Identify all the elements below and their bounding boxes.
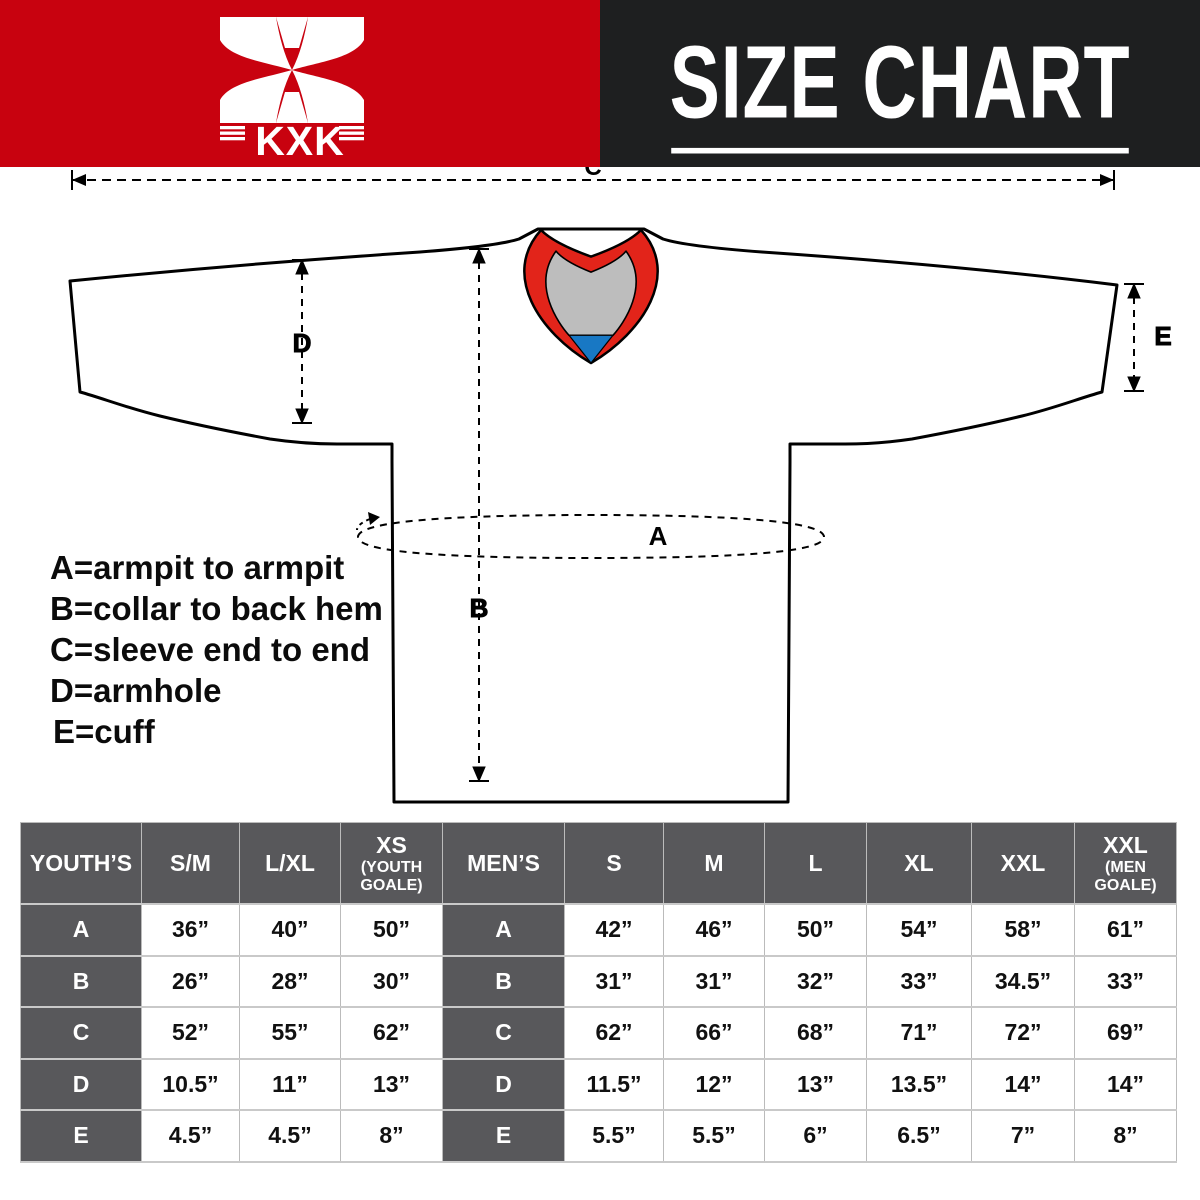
svg-text:E: E [1154, 321, 1171, 351]
svg-text:A: A [649, 521, 668, 551]
svg-text:D: D [293, 328, 312, 358]
svg-text:E=cuff: E=cuff [53, 713, 156, 750]
svg-text:A=armpit to armpit: A=armpit to armpit [50, 549, 344, 586]
svg-text:C=sleeve end to end: C=sleeve end to end [50, 631, 370, 668]
svg-text:B=collar to back hem: B=collar to back hem [50, 590, 383, 627]
svg-text:D=armhole: D=armhole [50, 672, 221, 709]
svg-text:C: C [584, 167, 601, 181]
svg-text:B: B [470, 593, 489, 623]
